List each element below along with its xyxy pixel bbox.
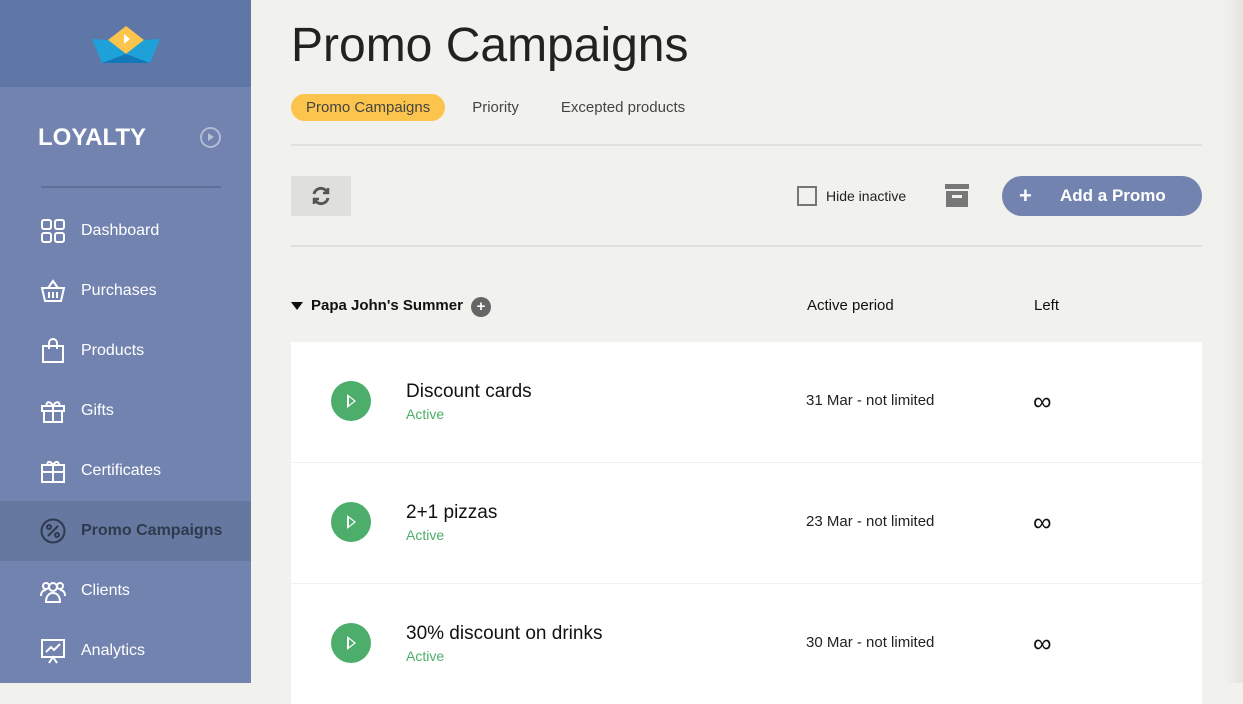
divider [291,144,1202,146]
sidebar-item-label: Dashboard [81,222,160,239]
sidebar-item-label: Certificates [81,462,162,479]
sidebar-nav: Dashboard Purchases Products Gifts Certi… [0,201,251,681]
sidebar-item-label: Analytics [81,642,146,659]
divider [291,245,1202,247]
certificate-icon [41,461,65,483]
column-left: Left [1034,297,1060,314]
play-icon[interactable] [331,623,371,663]
users-icon [40,582,66,603]
sidebar-item-label: Products [81,342,145,359]
add-promo-button[interactable]: + Add a Promo [1002,176,1202,216]
checkbox-box[interactable] [797,186,817,206]
sidebar-item-purchases[interactable]: Purchases [0,261,251,321]
promo-name: Discount cards [406,381,532,402]
paper-boat-logo-icon [91,25,160,63]
active-period: 31 Mar - not limited [806,392,935,409]
percent-icon [40,518,66,544]
chart-board-icon [41,639,65,664]
status-badge: Active [406,527,445,543]
shopping-bag-icon [42,338,64,363]
group-name[interactable]: Papa John's Summer [311,297,463,314]
status-badge: Active [406,406,445,422]
tab-promo-campaigns[interactable]: Promo Campaigns [291,94,446,121]
table-row[interactable]: 30% discount on drinks Active 30 Mar - n… [291,584,1202,704]
left-count: ∞ [1033,628,1052,658]
sidebar-item-certificates[interactable]: Certificates [0,441,251,501]
page-title: Promo Campaigns [291,19,689,72]
gift-icon [41,401,65,423]
sidebar: LOYALTY Dashboard Purchases Products Gif… [0,0,251,683]
tabs: Promo Campaigns Priority Excepted produc… [291,94,712,121]
add-promo-label: Add a Promo [1060,186,1166,205]
sidebar-item-gifts[interactable]: Gifts [0,381,251,441]
plus-icon: + [1019,183,1032,208]
window-edge [1223,0,1243,683]
sidebar-item-label: Purchases [81,282,157,299]
promo-name: 2+1 pizzas [406,502,498,523]
brand-title: LOYALTY [38,124,147,151]
active-period: 30 Mar - not limited [806,634,935,651]
grid-icon [41,219,65,243]
refresh-icon [312,186,330,206]
basket-icon [40,279,66,302]
status-badge: Active [406,648,445,664]
promo-name: 30% discount on drinks [406,623,603,644]
add-to-group-icon[interactable]: + [471,297,491,317]
left-count: ∞ [1033,507,1052,537]
sidebar-item-label: Promo Campaigns [81,522,223,539]
play-icon[interactable] [331,502,371,542]
sidebar-item-label: Gifts [81,402,114,419]
refresh-button[interactable] [291,176,351,216]
hide-inactive-checkbox[interactable]: Hide inactive [797,186,906,206]
active-period: 23 Mar - not limited [806,513,935,530]
play-icon[interactable] [331,381,371,421]
sidebar-item-dashboard[interactable]: Dashboard [0,201,251,261]
table-row[interactable]: Discount cards Active 31 Mar - not limit… [291,342,1202,462]
sidebar-item-label: Clients [81,582,130,599]
tab-priority[interactable]: Priority [472,99,519,116]
collapse-toggle-icon[interactable] [200,127,221,148]
tab-excepted-products[interactable]: Excepted products [560,99,686,116]
table-row[interactable]: 2+1 pizzas Active 23 Mar - not limited ∞ [291,463,1202,583]
divider [41,186,221,188]
column-active-period: Active period [807,297,894,314]
caret-down-icon[interactable] [291,302,303,310]
sidebar-item-products[interactable]: Products [0,321,251,381]
sidebar-item-promo-campaigns[interactable]: Promo Campaigns [0,501,251,561]
logo[interactable] [0,0,251,87]
left-count: ∞ [1033,386,1052,416]
hide-inactive-label: Hide inactive [826,188,907,204]
sidebar-item-clients[interactable]: Clients [0,561,251,621]
archive-icon[interactable] [944,183,970,209]
sidebar-item-analytics[interactable]: Analytics [0,621,251,681]
